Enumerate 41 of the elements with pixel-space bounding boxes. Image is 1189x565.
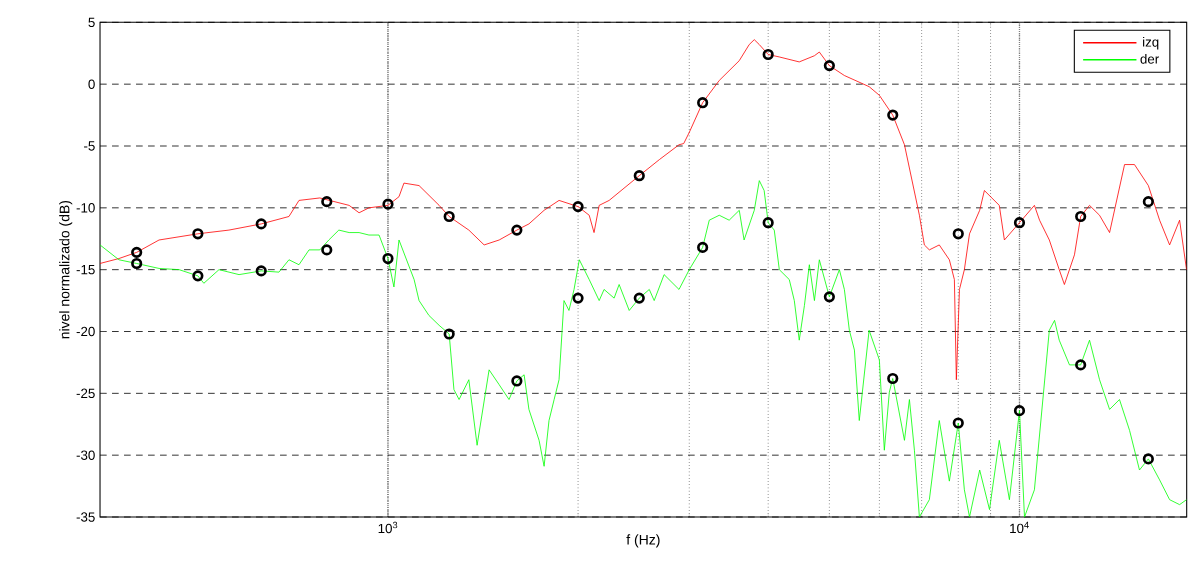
point: [572, 200, 584, 213]
y-tick-label: -30: [76, 450, 95, 460]
y-axis-title: nivel normalizado (dB): [59, 200, 73, 339]
point: [697, 97, 709, 109]
point: [255, 218, 267, 230]
y-tick-label: 5: [88, 17, 95, 27]
point: [255, 265, 267, 277]
point: [823, 60, 835, 72]
point: [633, 292, 645, 304]
y-tick-label: -5: [84, 141, 95, 151]
point: [1075, 210, 1087, 223]
point: [192, 228, 204, 240]
x-tick-label: 10$^{4}$: [1010, 521, 1029, 534]
point: [697, 241, 709, 254]
point: [633, 170, 645, 182]
legend-label: izq: [1143, 36, 1159, 50]
point: [382, 198, 394, 210]
point: [952, 417, 964, 429]
point: [823, 291, 835, 303]
point: [952, 228, 964, 240]
point: [762, 217, 774, 229]
y-tick-label: -20: [76, 326, 95, 337]
point: [192, 270, 204, 282]
y-tick-label: 0: [88, 79, 95, 89]
point: [1075, 359, 1087, 371]
legend-label: der: [1140, 53, 1159, 64]
y-tick-label: -15: [76, 265, 95, 275]
y-tick-label: -10: [76, 203, 95, 213]
point: [572, 292, 584, 304]
x-axis-title: f (Hz): [626, 534, 660, 548]
point: [762, 48, 774, 61]
point: [1013, 217, 1026, 229]
point: [887, 109, 899, 121]
x-tick-label: 10$^{3}$: [378, 521, 398, 534]
point: [131, 246, 143, 258]
point: [382, 252, 394, 265]
y-tick-label: -25: [76, 388, 95, 399]
point: [131, 257, 143, 270]
point: [887, 372, 899, 385]
point: [1013, 405, 1026, 417]
y-tick-label: -35: [76, 512, 95, 522]
